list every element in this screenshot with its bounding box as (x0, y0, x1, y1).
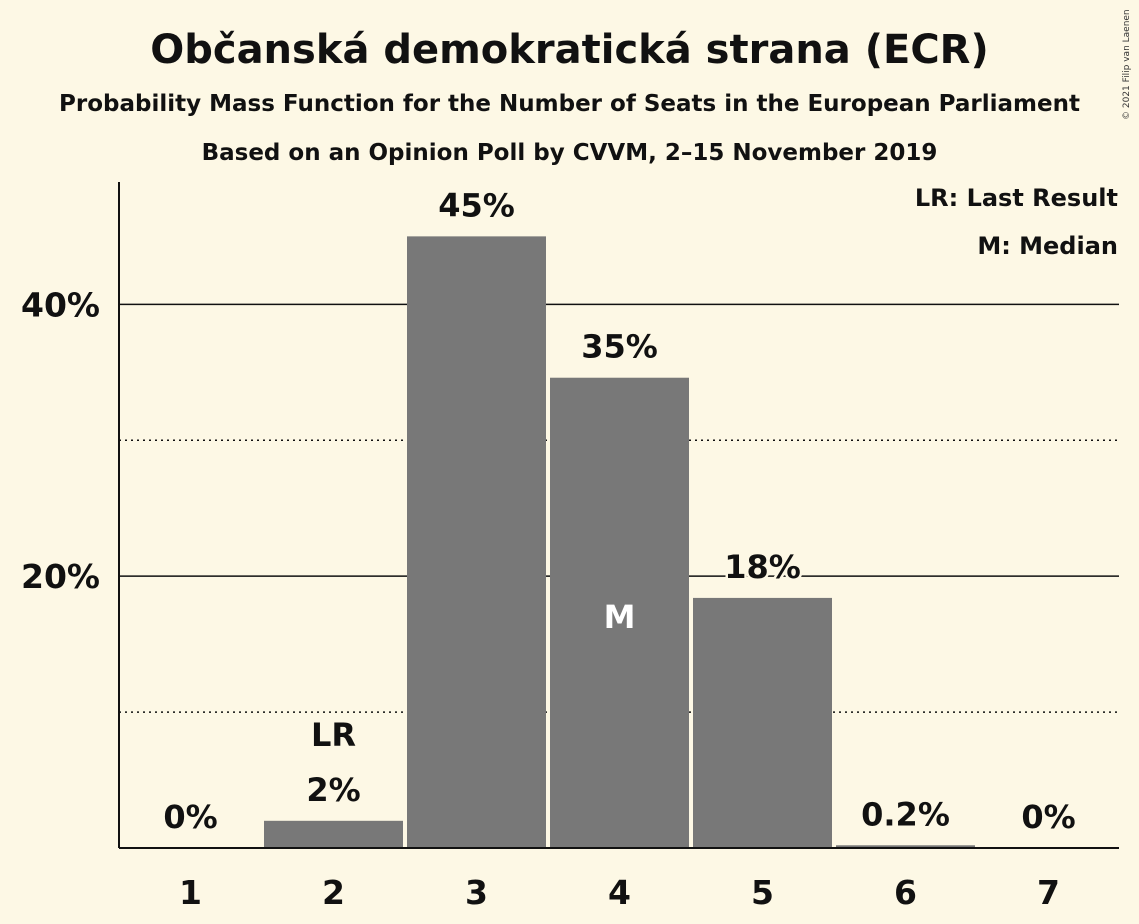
x-tick-label: 7 (1037, 873, 1060, 912)
chart-source: Based on an Opinion Poll by CVVM, 2–15 N… (201, 140, 938, 166)
x-tick-label: 3 (465, 873, 488, 912)
y-tick-label: 20% (21, 557, 100, 596)
median-marker: M (604, 598, 636, 636)
value-label-1: 0% (163, 798, 217, 836)
bar-seats-5 (693, 597, 832, 848)
value-label-4: 35% (581, 328, 658, 366)
bar-seats-6 (836, 845, 975, 848)
bar-seats-3 (407, 236, 546, 849)
x-tick-label: 4 (608, 873, 631, 912)
legend-last-result: LR: Last Result (914, 184, 1118, 212)
chart-subtitle: Probability Mass Function for the Number… (59, 91, 1080, 117)
value-label-5: 18% (724, 548, 801, 586)
x-tick-label: 1 (179, 873, 202, 912)
value-label-6: 0.2% (861, 795, 950, 833)
value-label-3: 45% (438, 186, 515, 224)
x-tick-label: 2 (322, 873, 345, 912)
bar-seats-2 (264, 820, 403, 848)
value-label-2: 2% (306, 771, 360, 809)
x-tick-label: 6 (894, 873, 917, 912)
last-result-marker: LR (311, 716, 356, 754)
value-label-7: 0% (1021, 798, 1075, 836)
y-tick-label: 40% (21, 285, 100, 324)
chart-title: Občanská demokratická strana (ECR) (150, 27, 989, 73)
bar-seats-4 (550, 377, 689, 848)
legend-median: M: Median (977, 232, 1118, 260)
x-tick-label: 5 (751, 873, 774, 912)
